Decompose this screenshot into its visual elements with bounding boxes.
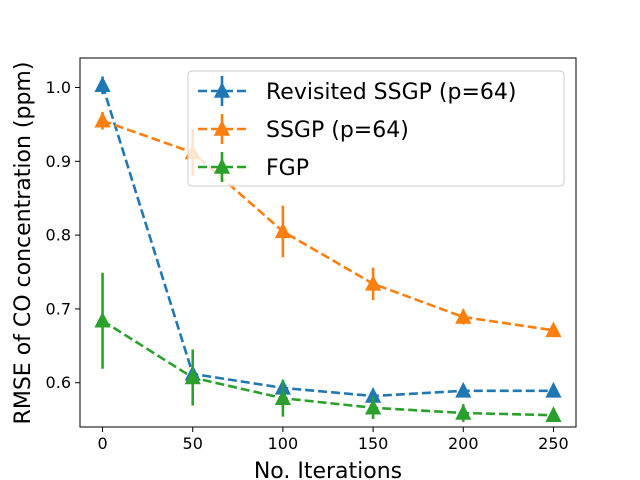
x-tick-label: 200	[448, 434, 479, 453]
series-line	[101, 319, 554, 417]
series-line	[102, 119, 554, 332]
series-3	[94, 272, 562, 422]
legend-label: FGP	[266, 156, 309, 181]
x-tick-label: 150	[358, 434, 389, 453]
y-tick-label: 0.6	[46, 373, 71, 392]
legend-frame	[187, 70, 565, 187]
legend-item: FGP	[198, 152, 309, 182]
data-point	[545, 381, 562, 398]
data-point	[364, 398, 382, 415]
y-tick-label: 1.0	[46, 78, 71, 97]
x-axis-label: No. Iterations	[254, 459, 402, 480]
data-point	[94, 111, 111, 128]
data-point	[274, 222, 292, 239]
data-point	[94, 76, 111, 93]
data-point	[545, 321, 562, 338]
x-tick-label: 250	[538, 434, 569, 453]
x-tick-label: 50	[183, 434, 203, 453]
data-point	[545, 406, 562, 422]
data-point	[274, 389, 292, 405]
plot-frame	[79, 57, 577, 428]
y-tick-label: 0.9	[46, 152, 71, 171]
y-tick-label: 0.8	[46, 226, 71, 245]
series-line	[101, 84, 554, 398]
legend-marker	[213, 158, 231, 174]
data-point	[364, 387, 382, 403]
legend-label: SSGP (p=64)	[266, 118, 409, 143]
data-point	[94, 311, 111, 328]
data-point	[455, 308, 472, 324]
data-point	[455, 403, 472, 420]
data-point	[364, 274, 382, 291]
legend-item: Revisited SSGP (p=64)	[198, 76, 516, 106]
y-axis-label: RMSE of CO concentration (ppm)	[11, 62, 36, 425]
data-point	[184, 368, 201, 385]
legend-marker	[213, 120, 231, 136]
legend: Revisited SSGP (p=64) SSGP (p=64) FGP	[187, 70, 565, 187]
y-tick-label: 0.7	[46, 299, 71, 318]
data-point	[455, 381, 472, 398]
x-tick-label: 0	[97, 434, 107, 453]
x-tick-label: 100	[268, 434, 299, 453]
legend-label: Revisited SSGP (p=64)	[266, 80, 516, 105]
legend-item: SSGP (p=64)	[198, 114, 409, 144]
axes: 0 50 100 150 200 250 0.6 0.7 0.8 0.9 1.0	[46, 57, 577, 453]
legend-marker	[213, 82, 231, 98]
